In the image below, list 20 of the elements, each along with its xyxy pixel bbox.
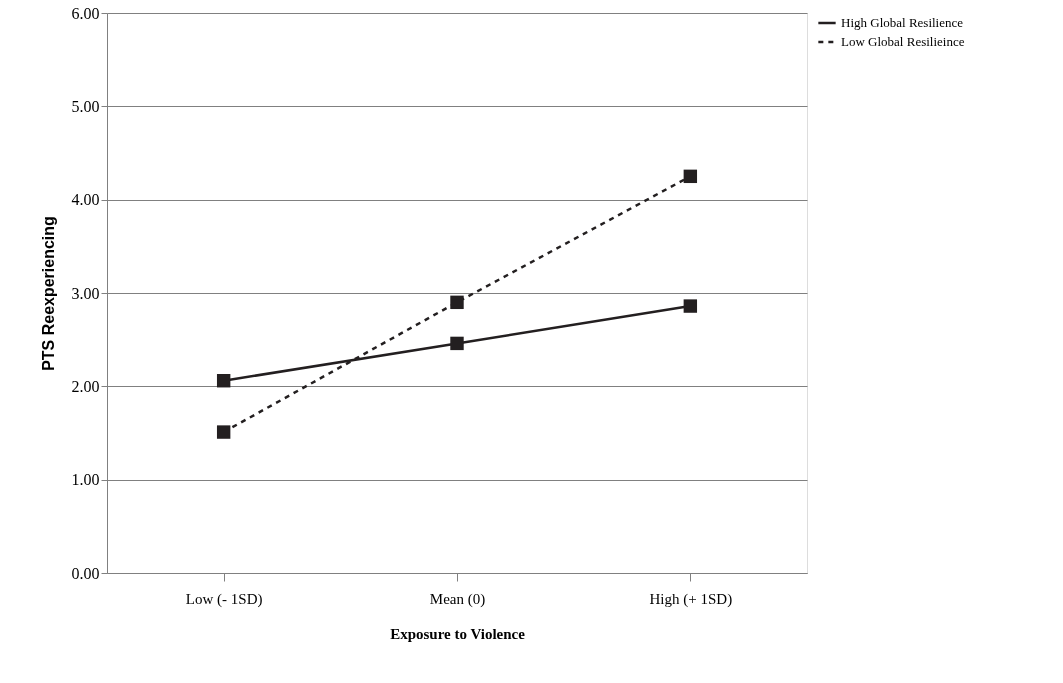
legend-label: Low Global Resilieince	[841, 34, 965, 49]
point	[450, 295, 464, 310]
legend-label: High Global Resilience	[841, 15, 964, 30]
x-tick-label: High (+ 1SD)	[649, 590, 733, 608]
y-tick-label: 6.00	[71, 4, 100, 22]
y-tick-label: 4.00	[71, 191, 100, 209]
y-tick-label: 3.00	[71, 284, 100, 302]
point	[216, 374, 231, 388]
y-axis-title: PTS Reexperiencing	[39, 216, 57, 371]
y-tick-label: 2.00	[71, 377, 100, 395]
x-axis-title: Exposure to Violence	[390, 625, 526, 642]
x-tick-label: Low (- 1SD)	[185, 590, 263, 608]
y-tick-label: 1.00	[71, 471, 100, 489]
point	[683, 299, 698, 313]
y-tick-label: 5.00	[71, 97, 100, 115]
point	[216, 425, 231, 439]
point	[450, 336, 464, 351]
point	[683, 169, 698, 184]
x-tick-label: Mean (0)	[429, 590, 486, 608]
y-tick-label: 0.00	[71, 564, 100, 582]
